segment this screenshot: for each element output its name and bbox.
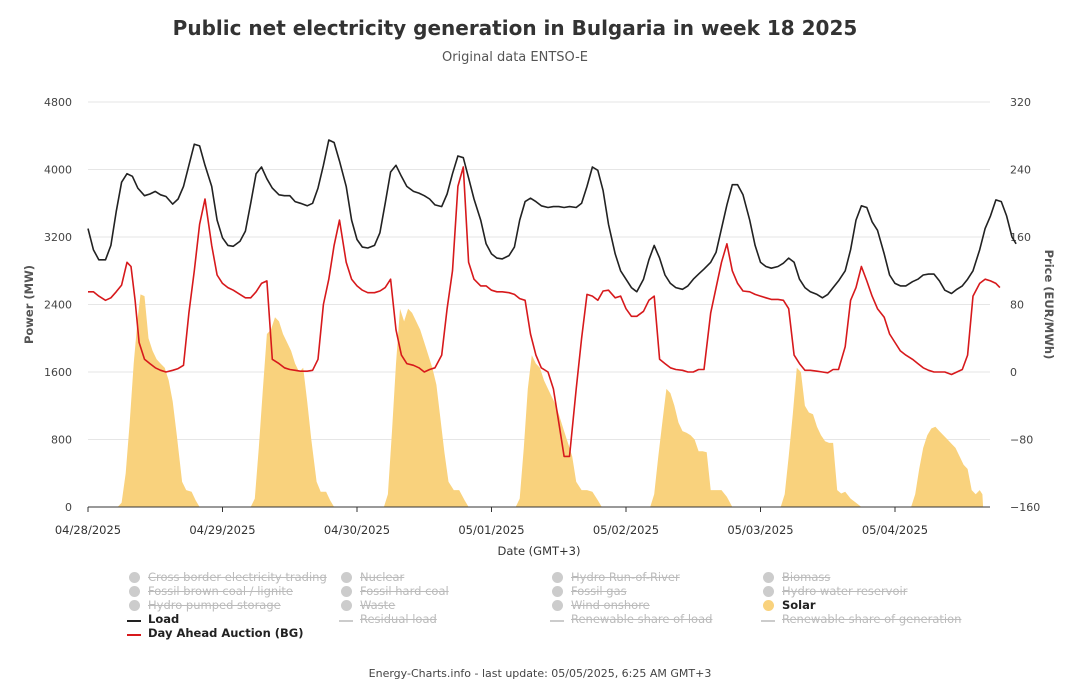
y-tick-label: 4000 [44, 164, 72, 177]
legend-item-fossil-brown-coal-lignite[interactable]: Fossil brown coal / lignite [127, 584, 293, 598]
legend-line-icon [127, 628, 143, 640]
legend-dot-icon [339, 585, 355, 598]
y2-tick-label: −160 [1010, 501, 1040, 514]
legend-item-hydro-pumped-storage[interactable]: Hydro pumped storage [127, 598, 281, 612]
x-tick-label: 04/28/2025 [55, 523, 121, 537]
legend-dot-icon [127, 585, 143, 598]
legend-item-cross-border-electricity-trading[interactable]: Cross border electricity trading [127, 570, 327, 584]
legend-dot-icon [550, 585, 566, 598]
y2-tick-label: 0 [1010, 366, 1017, 379]
legend-label: Residual load [360, 612, 437, 626]
x-tick-label: 04/30/2025 [324, 523, 390, 537]
legend-dot-icon [127, 571, 143, 584]
legend-item-nuclear[interactable]: Nuclear [339, 570, 404, 584]
legend-dot-icon [550, 571, 566, 584]
x-tick-label: 05/04/2025 [862, 523, 928, 537]
legend-item-renewable-share-of-load[interactable]: Renewable share of load [550, 612, 712, 626]
legend-item-hydro-water-reservoir[interactable]: Hydro water reservoir [761, 584, 907, 598]
legend-label: Renewable share of generation [782, 612, 962, 626]
legend-label: Waste [360, 598, 396, 612]
legend-dot-icon [339, 599, 355, 612]
y2-tick-label: 160 [1010, 231, 1031, 244]
price-line [88, 166, 1001, 458]
y-axis-title: Power (MW) [22, 265, 36, 344]
legend-line-icon [339, 614, 355, 626]
legend-label: Biomass [782, 570, 831, 584]
legend-item-wind-onshore[interactable]: Wind onshore [550, 598, 650, 612]
legend-item-renewable-share-of-generation[interactable]: Renewable share of generation [761, 612, 961, 626]
y2-tick-label: −80 [1010, 434, 1033, 447]
chart-title: Public net electricity generation in Bul… [172, 16, 858, 40]
x-axis-title: Date (GMT+3) [498, 544, 581, 558]
chart-plot: 0 800 1600 2400 3200 4000 4800 −160 −80 0 80 160 240… [22, 96, 1056, 558]
x-tick-label: 05/03/2025 [727, 523, 793, 537]
y-tick-label: 0 [65, 501, 72, 514]
y-tick-label: 800 [51, 434, 72, 447]
x-tick-label: 05/01/2025 [458, 523, 524, 537]
legend-label: Fossil hard coal [360, 584, 449, 598]
footer-source: Energy-Charts.info - last update: 05/05/… [368, 667, 712, 680]
legend-dot-icon [761, 585, 777, 598]
y2-axis-title: Price (EUR/MWh) [1042, 250, 1056, 360]
legend-label: Load [148, 612, 180, 626]
legend-item-fossil-gas[interactable]: Fossil gas [550, 584, 627, 598]
legend-label: Hydro Run-of-River [571, 570, 680, 584]
legend-line-icon [761, 614, 777, 626]
legend-dot-icon [127, 599, 143, 612]
legend-item-biomass[interactable]: Biomass [761, 570, 830, 584]
legend-line-icon [127, 614, 143, 626]
legend-label: Fossil gas [571, 584, 627, 598]
legend-item-load[interactable]: Load [127, 612, 179, 626]
legend-dot-icon [550, 599, 566, 612]
legend-label: Nuclear [360, 570, 405, 584]
legend-label: Wind onshore [571, 598, 650, 612]
legend-item-day-ahead-auction-bg[interactable]: Day Ahead Auction (BG) [127, 626, 304, 640]
legend-item-fossil-hard-coal[interactable]: Fossil hard coal [339, 584, 449, 598]
legend-item-hydro-run-of-river[interactable]: Hydro Run-of-River [550, 570, 680, 584]
legend-item-waste[interactable]: Waste [339, 598, 395, 612]
y2-tick-label: 80 [1010, 299, 1024, 312]
legend-label: Day Ahead Auction (BG) [148, 626, 304, 640]
legend-label: Cross border electricity trading [148, 570, 327, 584]
x-tick-label: 05/02/2025 [593, 523, 659, 537]
y-tick-label: 4800 [44, 96, 72, 109]
legend-item-solar[interactable]: Solar [761, 598, 816, 612]
y2-tick-label: 320 [1010, 96, 1031, 109]
y-tick-label: 3200 [44, 231, 72, 244]
solar-area [88, 294, 984, 507]
legend-line-icon [550, 614, 566, 626]
y2-tick-label: 240 [1010, 164, 1031, 177]
legend-label: Hydro pumped storage [148, 598, 281, 612]
legend-label: Renewable share of load [571, 612, 713, 626]
y-tick-label: 2400 [44, 299, 72, 312]
x-tick-label: 04/29/2025 [189, 523, 255, 537]
legend-item-residual-load[interactable]: Residual load [339, 612, 437, 626]
legend-label: Hydro water reservoir [782, 584, 908, 598]
legend-dot-icon [761, 571, 777, 584]
legend-label: Solar [782, 598, 816, 612]
legend-label: Fossil brown coal / lignite [148, 584, 293, 598]
chart-subtitle: Original data ENTSO-E [441, 50, 589, 65]
load-line [87, 139, 1017, 299]
y-tick-label: 1600 [44, 366, 72, 379]
legend-dot-icon [339, 571, 355, 584]
legend-dot-icon [761, 599, 777, 612]
